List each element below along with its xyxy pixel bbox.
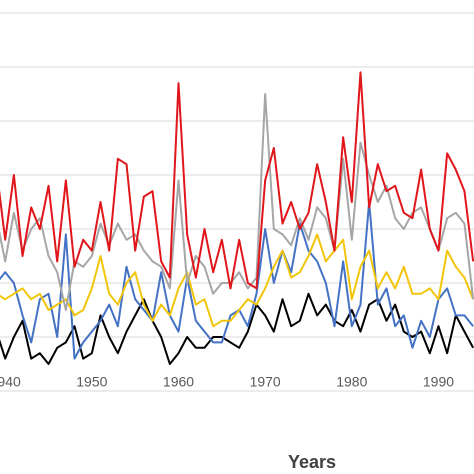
x-axis: 1940 1950 1960 1970 1980 1990 [0, 374, 454, 390]
series-line [0, 233, 474, 328]
series-line [0, 71, 474, 290]
x-tick-label: 1980 [336, 374, 367, 390]
x-tick-label: 1960 [163, 374, 194, 390]
series-line [0, 93, 474, 311]
x-tick-label: 1990 [423, 374, 454, 390]
plot-area [0, 71, 474, 365]
x-tick-label: 1950 [76, 374, 107, 390]
x-axis-title: Years [288, 452, 336, 472]
series-line [0, 292, 474, 365]
x-tick-label: 1970 [250, 374, 281, 390]
grid [0, 12, 474, 392]
x-tick-label: 1940 [0, 374, 21, 390]
series-line [0, 201, 474, 360]
